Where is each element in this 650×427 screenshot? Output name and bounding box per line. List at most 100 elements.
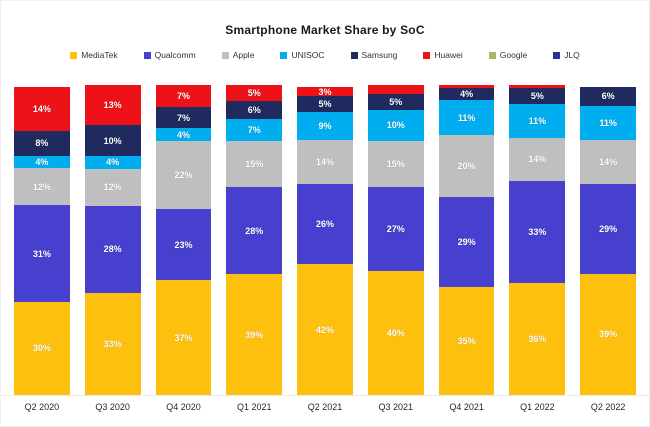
bar-segment-unisoc: 10% <box>367 109 424 141</box>
bar-segment-qualcomm: 31% <box>14 205 70 302</box>
stacked-bar-q4-2020: 7% 7% 4% 22% 23% 37% <box>155 84 212 395</box>
bar-segment-huawei <box>438 85 495 89</box>
x-axis-tick-label: Q2 2022 <box>590 402 626 412</box>
bar-segment-apple: 14% <box>509 137 566 182</box>
segment-value-label: 26% <box>316 218 335 229</box>
chart-legend: MediaTek Qualcomm Apple UNISOC Samsung Huawei… <box>1 49 649 61</box>
bar-segment-unisoc: 11% <box>438 100 495 135</box>
bar-segment-apple: 12% <box>84 168 141 206</box>
segment-value-label: 8% <box>35 138 49 149</box>
bar-segment-qualcomm: 23% <box>155 208 212 281</box>
segment-value-label: 14% <box>599 156 618 167</box>
chart-title: Smartphone Market Share by SoC <box>225 23 425 37</box>
segment-value-label: 15% <box>386 159 405 170</box>
legend-swatch-icon <box>350 51 358 59</box>
legend-label: UNISOC <box>291 50 325 60</box>
bar-segment-apple: 22% <box>155 140 212 209</box>
bar-segment-apple: 14% <box>580 140 637 184</box>
legend-item-mediatek: MediaTek <box>70 50 118 60</box>
x-axis-tick-label: Q2 2020 <box>24 402 60 412</box>
segment-value-label: 9% <box>318 121 332 132</box>
stacked-bar-plot: 14% 8% 4% 12% 31% 30% 13% 10% 4% 12% 28% 33% 7% 7% 4% 2… <box>1 84 649 396</box>
x-axis-tick-label: Q2 2021 <box>307 402 343 412</box>
bar-segment-qualcomm: 29% <box>438 196 495 287</box>
bar-segment-mediatek: 39% <box>580 273 637 395</box>
segment-value-label: 7% <box>176 112 190 123</box>
x-axis-tick-label: Q4 2020 <box>166 402 201 412</box>
bar-segment-mediatek: 30% <box>14 301 70 395</box>
bar-segment-huawei: 3% <box>297 87 353 97</box>
segment-value-label: 29% <box>599 223 618 234</box>
segment-value-label: 6% <box>601 91 615 102</box>
segment-value-label: 4% <box>106 157 120 168</box>
stacked-bar-q2-2021: 3% 5% 9% 14% 26% 42% <box>297 85 353 395</box>
bar-segment-unisoc: 7% <box>226 119 283 141</box>
segment-value-label: 28% <box>245 225 264 236</box>
bar-segment-samsung: 6% <box>226 100 283 120</box>
legend-item-unisoc: UNISOC <box>280 50 325 60</box>
bar-segment-mediatek: 33% <box>84 292 141 395</box>
bar-segment-samsung: 6% <box>580 87 637 106</box>
bar-segment-qualcomm: 28% <box>226 187 283 275</box>
bar-segment-samsung: 5% <box>297 96 353 113</box>
x-axis-tick-label: Q3 2021 <box>378 402 414 412</box>
legend-swatch-icon <box>143 51 151 59</box>
segment-value-label: 3% <box>318 87 332 97</box>
bar-segment-mediatek: 36% <box>509 283 566 395</box>
bar-segment-qualcomm: 29% <box>580 183 637 274</box>
bar-segment-samsung: 10% <box>84 125 141 157</box>
stacked-bar-q2-2020: 14% 8% 4% 12% 31% 30% <box>14 85 70 395</box>
legend-label: MediaTek <box>81 50 118 60</box>
stacked-bar-q1-2022: 5% 11% 14% 33% 36% <box>509 85 566 395</box>
segment-value-label: 22% <box>174 169 193 180</box>
legend-item-apple: Apple <box>221 50 254 60</box>
segment-value-label: 14% <box>528 154 547 165</box>
bar-segment-mediatek: 39% <box>226 274 283 395</box>
bar-segment-samsung: 5% <box>367 94 424 110</box>
bar-segment-mediatek: 37% <box>155 280 212 395</box>
legend-item-qualcomm: Qualcomm <box>143 50 196 60</box>
bar-segment-unisoc: 4% <box>14 155 70 169</box>
legend-swatch-icon <box>70 51 78 59</box>
legend-label: JLQ <box>564 50 580 60</box>
bar-segment-apple: 15% <box>367 140 424 188</box>
bar-segment-qualcomm: 33% <box>509 181 566 284</box>
legend-label: Qualcomm <box>154 50 196 60</box>
x-axis-tick-label: Q4 2021 <box>449 402 484 412</box>
segment-value-label: 14% <box>32 103 51 114</box>
bar-segment-samsung: 8% <box>14 130 70 156</box>
segment-value-label: 20% <box>457 160 476 171</box>
bar-segment-huawei: 13% <box>84 85 141 126</box>
segment-value-label: 23% <box>174 239 193 250</box>
bar-segment-apple: 20% <box>438 134 495 197</box>
legend-swatch-icon <box>423 51 431 59</box>
segment-value-label: 11% <box>457 112 476 123</box>
segment-value-label: 11% <box>528 115 547 126</box>
bar-segment-huawei: 14% <box>14 87 70 131</box>
segment-value-label: 11% <box>599 117 617 128</box>
bar-segment-huawei <box>367 85 424 95</box>
legend-swatch-icon <box>221 51 229 59</box>
segment-value-label: 5% <box>389 97 403 108</box>
segment-value-label: 39% <box>599 329 618 340</box>
legend-item-google: Google <box>488 50 528 60</box>
x-axis-tick-label: Q3 2020 <box>95 402 130 412</box>
x-axis-tick-label: Q1 2022 <box>520 402 555 412</box>
bar-segment-unisoc: 11% <box>580 105 637 141</box>
legend-swatch-icon <box>280 51 288 59</box>
segment-value-label: 5% <box>530 90 544 101</box>
segment-value-label: 4% <box>176 129 190 140</box>
segment-value-label: 10% <box>103 135 122 146</box>
bar-segment-apple: 14% <box>297 140 353 184</box>
segment-value-label: 27% <box>386 224 405 235</box>
segment-value-label: 5% <box>318 99 332 110</box>
stacked-bar-q4-2021: 4% 11% 20% 29% 35% <box>438 85 495 395</box>
segment-value-label: 6% <box>247 104 261 115</box>
segment-value-label: 10% <box>386 120 405 131</box>
segment-value-label: 36% <box>528 334 547 345</box>
bar-segment-unisoc: 4% <box>84 156 141 169</box>
segment-value-label: 42% <box>316 324 335 335</box>
segment-value-label: 35% <box>457 335 476 346</box>
bar-segment-qualcomm: 26% <box>297 183 353 265</box>
legend-label: Google <box>499 50 528 60</box>
